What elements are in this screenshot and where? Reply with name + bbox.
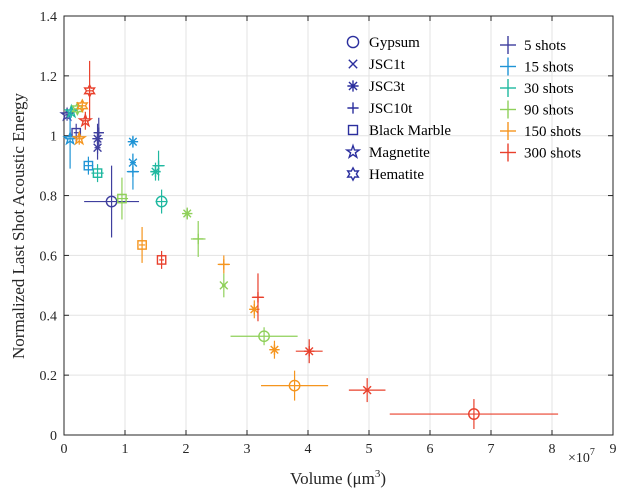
- x-tick-label: 0: [61, 442, 68, 457]
- plot-area-frame: [63, 15, 614, 436]
- x-axis-exponent: ×107: [568, 447, 595, 466]
- y-axis-label: Normalized Last Shot Acoustic Energy: [9, 93, 28, 359]
- x-tick-label: 8: [549, 442, 556, 457]
- legend-item-shots: 90 shots: [500, 100, 574, 119]
- data-point: [126, 153, 140, 190]
- y-tick-label: 0.8: [40, 190, 58, 205]
- x-axis-exponent-power: 7: [590, 447, 595, 458]
- legend-label-material: JSC3t: [369, 79, 406, 95]
- legend-item-shots: 150 shots: [500, 122, 581, 140]
- data-point: [156, 250, 167, 269]
- data-point: [251, 273, 265, 322]
- legend-label-shots: 300 shots: [524, 146, 581, 162]
- legend-item-shots: 30 shots: [500, 79, 574, 97]
- x-tick-label: 3: [244, 442, 251, 457]
- x-tick-label: 6: [427, 442, 434, 457]
- legend-item-material: JSC3t: [347, 79, 406, 95]
- x-axis-exponent-base: ×10: [568, 451, 590, 466]
- data-point: [152, 150, 165, 181]
- y-tick-label: 0: [50, 429, 57, 444]
- data-point: [261, 370, 329, 401]
- data-point: [83, 60, 96, 121]
- data-point: [83, 156, 94, 175]
- legend-item-material: JSC10t: [347, 101, 413, 117]
- legend-label-shots: 30 shots: [524, 81, 574, 97]
- x-tick-label: 4: [305, 442, 312, 457]
- y-tick-label: 0.6: [40, 249, 58, 264]
- x-tick-label: 5: [366, 442, 373, 457]
- legend-item-material: Hematite: [346, 166, 424, 183]
- data-point: [219, 273, 229, 298]
- data-point: [71, 130, 88, 146]
- data-point: [137, 226, 147, 263]
- data-point: [389, 399, 559, 430]
- data-point: [217, 255, 230, 274]
- data-point: [127, 135, 139, 148]
- data-point: [249, 300, 260, 319]
- data-point: [269, 340, 280, 359]
- x-tick-label: 9: [610, 442, 617, 457]
- x-tick-label: 1: [122, 442, 129, 457]
- y-tick-label: 0.4: [40, 309, 58, 324]
- x-axis-label: Volume (μm3): [290, 468, 386, 488]
- legend-item-material: Gypsum: [346, 35, 420, 51]
- data-point: [190, 221, 206, 257]
- data-point: [84, 165, 140, 238]
- legend-label-material: JSC10t: [369, 101, 413, 117]
- legend-label-material: JSC1t: [369, 57, 406, 73]
- legend-item-shots: 15 shots: [500, 57, 574, 76]
- legend: Gypsum JSC1t JSC3t JSC10t Black Marble Magnet…: [344, 35, 581, 183]
- data-point: [182, 207, 193, 220]
- x-axis-label-main: Volume (μm: [290, 469, 375, 488]
- x-tick-label: 2: [183, 442, 190, 457]
- grid: [64, 16, 613, 435]
- x-axis-label-sup: 3: [375, 468, 381, 480]
- data-point: [295, 339, 323, 364]
- x-axis-label-close: ): [380, 469, 386, 488]
- axis-ticks: 0 1 2 3 4 5 6 7 8 9 0 0.2 0.4 0.6 0.8 1 1.2 1.4: [40, 10, 617, 457]
- x-tick-label: 7: [488, 442, 495, 457]
- data-point: [155, 189, 168, 214]
- legend-label-shots: 150 shots: [524, 124, 581, 140]
- legend-item-material: JSC1t: [348, 57, 406, 73]
- y-tick-label: 1.2: [40, 70, 58, 85]
- data-point: [91, 164, 104, 183]
- legend-label-shots: 90 shots: [524, 103, 574, 119]
- legend-item-shots: 5 shots: [500, 36, 566, 54]
- data-point: [93, 117, 104, 148]
- legend-label-material: Hematite: [369, 167, 424, 183]
- y-tick-label: 1: [50, 130, 57, 145]
- y-tick-label: 0.2: [40, 369, 58, 384]
- legend-item-material: Black Marble: [347, 123, 451, 139]
- data-point: [230, 327, 298, 346]
- y-tick-label: 1.4: [40, 10, 58, 25]
- legend-label-shots: 5 shots: [524, 38, 566, 54]
- data-points: [59, 60, 559, 430]
- data-point: [76, 98, 89, 114]
- legend-label-material: Gypsum: [369, 35, 420, 51]
- data-point: [115, 177, 129, 220]
- legend-item-shots: 300 shots: [500, 143, 581, 162]
- data-point: [92, 123, 103, 154]
- legend-item-material: Magnetite: [344, 143, 430, 161]
- legend-label-material: Black Marble: [369, 123, 451, 139]
- legend-label-shots: 15 shots: [524, 60, 574, 76]
- legend-label-material: Magnetite: [369, 145, 430, 161]
- data-point: [348, 378, 386, 403]
